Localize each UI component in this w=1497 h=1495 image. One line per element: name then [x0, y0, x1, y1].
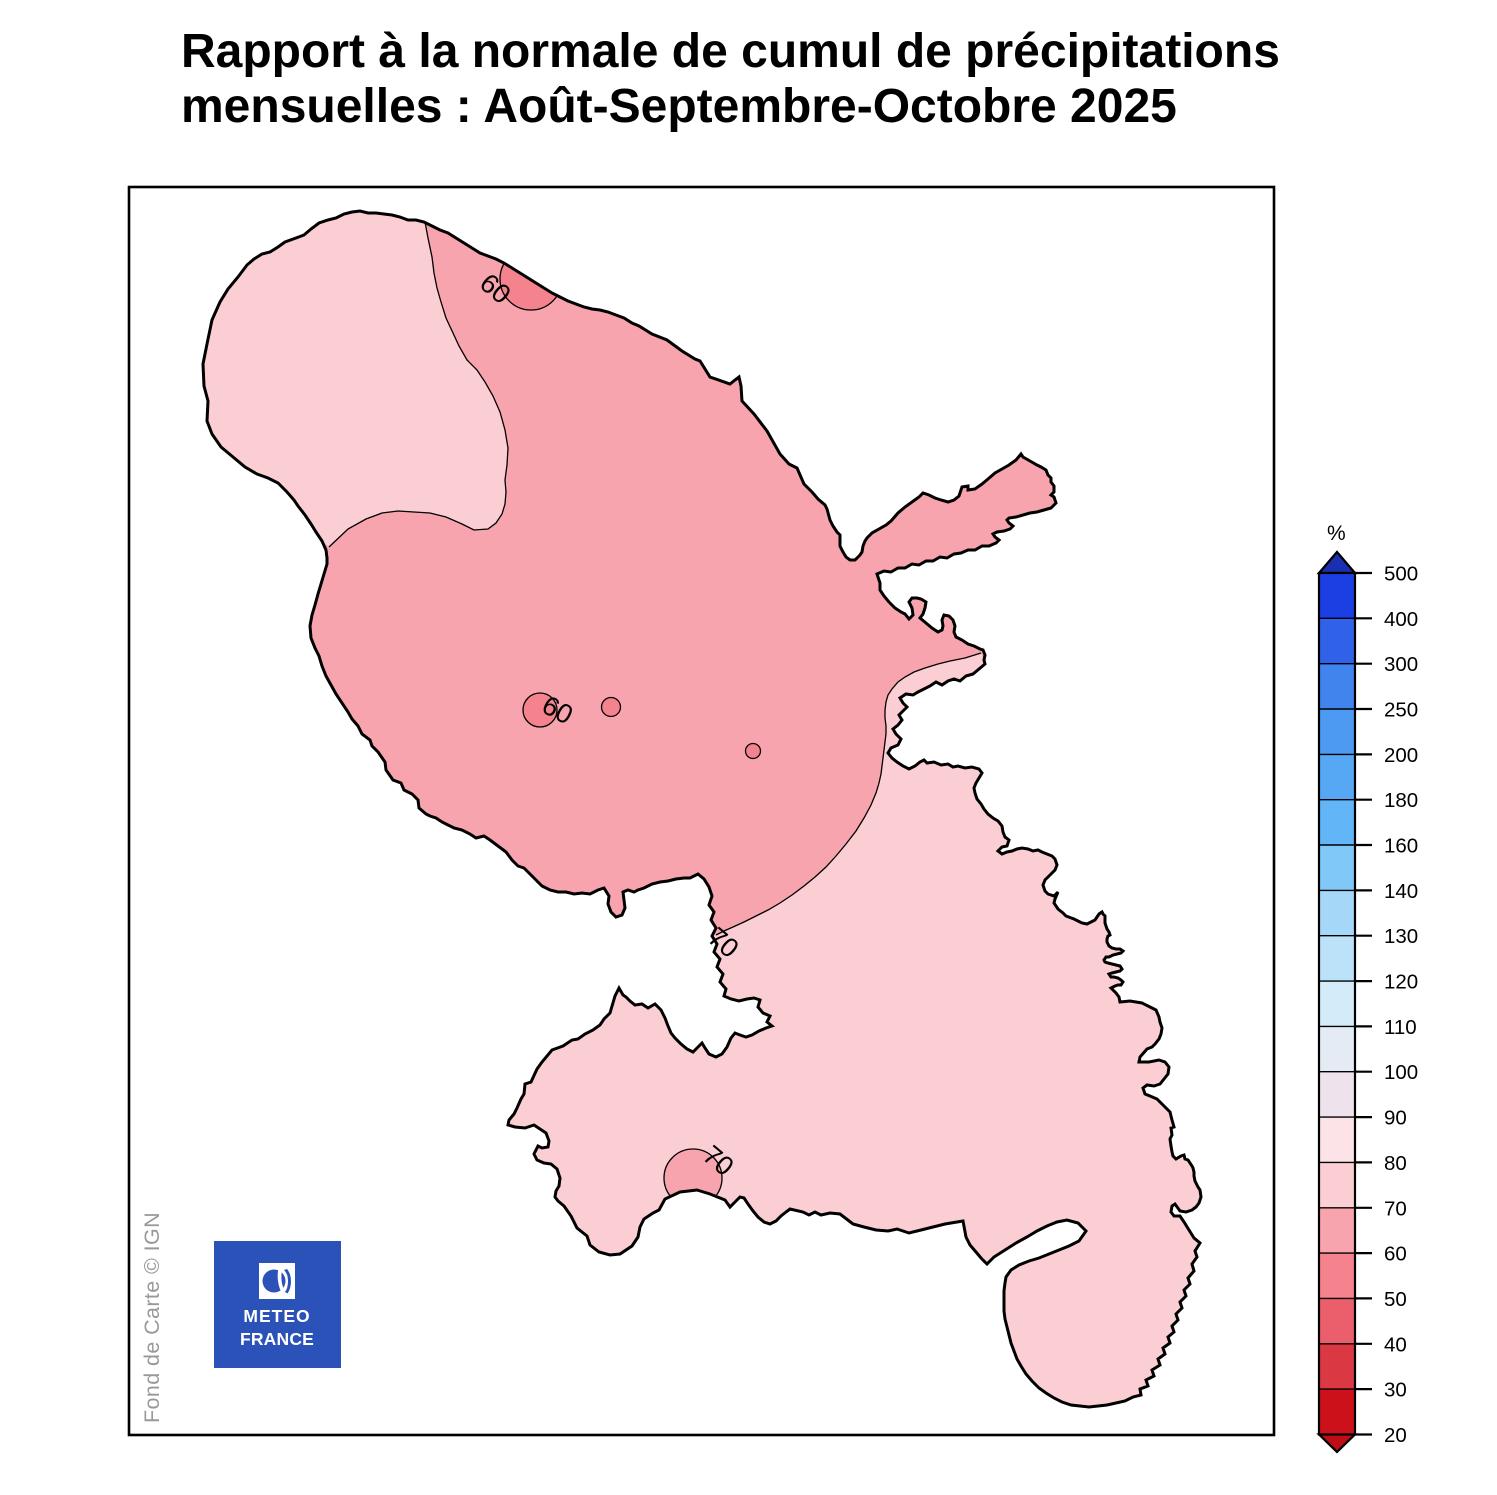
- svg-text:100: 100: [1384, 1061, 1418, 1084]
- svg-text:METEO: METEO: [243, 1306, 310, 1326]
- svg-text:FRANCE: FRANCE: [240, 1329, 314, 1349]
- svg-text:500: 500: [1384, 563, 1418, 586]
- svg-text:20: 20: [1384, 1424, 1407, 1447]
- svg-text:mensuelles : Août-Septembre-Oc: mensuelles : Août-Septembre-Octobre 2025: [181, 80, 1177, 133]
- svg-text:80: 80: [1384, 1152, 1407, 1175]
- svg-text:200: 200: [1384, 744, 1418, 767]
- svg-text:40: 40: [1384, 1333, 1407, 1356]
- svg-text:Fond de Carte © IGN: Fond de Carte © IGN: [140, 1212, 164, 1423]
- svg-text:50: 50: [1384, 1288, 1407, 1311]
- svg-text:60: 60: [1384, 1243, 1407, 1266]
- svg-text:30: 30: [1384, 1379, 1407, 1402]
- svg-text:120: 120: [1384, 971, 1418, 994]
- svg-text:%: %: [1327, 522, 1346, 545]
- svg-text:Rapport à la normale de cumul: Rapport à la normale de cumul de précipi…: [181, 25, 1280, 78]
- svg-text:180: 180: [1384, 789, 1418, 812]
- svg-text:250: 250: [1384, 699, 1418, 722]
- svg-text:110: 110: [1384, 1016, 1417, 1039]
- svg-text:300: 300: [1384, 653, 1418, 676]
- svg-text:70: 70: [1384, 1197, 1407, 1220]
- svg-text:140: 140: [1384, 880, 1418, 903]
- svg-text:160: 160: [1384, 835, 1418, 858]
- svg-text:400: 400: [1384, 608, 1418, 631]
- svg-text:90: 90: [1384, 1107, 1407, 1130]
- svg-text:130: 130: [1384, 925, 1418, 948]
